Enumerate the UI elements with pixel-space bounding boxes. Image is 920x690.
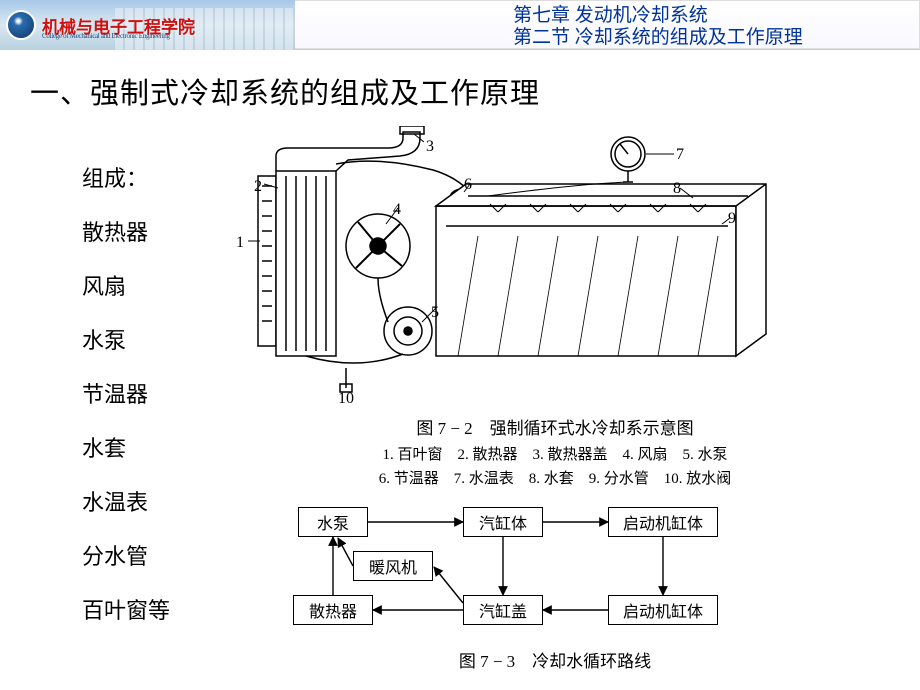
legend-line: 1. 百叶窗 2. 散热器 3. 散热器盖 4. 风扇 5. 水泵 (382, 447, 727, 463)
list-item: 分水管 (82, 530, 190, 584)
section-title: 一、强制式冷却系统的组成及工作原理 (30, 70, 920, 112)
flow-node-pump: 水泵 (298, 507, 368, 537)
callout-number: 10 (338, 390, 354, 408)
chapter-heading: 第七章 发动机冷却系统 第二节 冷却系统的组成及工作原理 (295, 0, 920, 49)
figure-7-2-legend: 1. 百叶窗 2. 散热器 3. 散热器盖 4. 风扇 5. 水泵 6. 节温器… (190, 443, 920, 491)
flow-node-cylhead: 汽缸盖 (463, 595, 543, 625)
slide-header: 机械与电子工程学院 College of Mechanical and Elec… (0, 0, 920, 50)
components-label: 组成： (82, 152, 190, 206)
figure-7-2-caption: 图 7 − 2 强制循环式水冷却系示意图 (190, 414, 920, 439)
list-item: 水泵 (82, 314, 190, 368)
flow-node-heater: 暖风机 (353, 551, 433, 581)
callout-number: 7 (676, 146, 684, 164)
flow-node-startblock: 启动机缸体 (608, 507, 718, 537)
flow-node-cylblock: 汽缸体 (463, 507, 543, 537)
institute-name-en: College of Mechanical and Electronic Eng… (42, 32, 170, 40)
callout-number: 5 (431, 304, 439, 322)
list-item: 百叶窗等 (82, 584, 190, 638)
flow-node-radiator: 散热器 (293, 595, 373, 625)
list-item: 风扇 (82, 260, 190, 314)
section-line: 第二节 冷却系统的组成及工作原理 (513, 27, 919, 49)
components-list: 组成： 散热器 风扇 水泵 节温器 水套 水温表 分水管 百叶窗等 (0, 118, 190, 672)
callout-number: 3 (426, 138, 434, 156)
chapter-line: 第七章 发动机冷却系统 (513, 5, 919, 27)
content-row: 组成： 散热器 风扇 水泵 节温器 水套 水温表 分水管 百叶窗等 (0, 118, 920, 672)
figures-column: 1 2 3 4 5 6 7 8 9 10 图 7 − 2 强制循环式水冷却系示意图 1. 百叶窗 … (190, 118, 920, 672)
figure-7-3-caption: 图 7 − 3 冷却水循环路线 (190, 647, 920, 672)
legend-line: 6. 节温器 7. 水温表 8. 水套 9. 分水管 10. 放水阀 (379, 471, 732, 487)
list-item: 水温表 (82, 476, 190, 530)
institute-seal-icon (6, 10, 36, 40)
figure-7-2: 1 2 3 4 5 6 7 8 9 10 (228, 126, 768, 406)
callout-number: 8 (673, 180, 681, 198)
callout-number: 4 (393, 201, 401, 219)
flow-node-starthead: 启动机缸体 (608, 595, 718, 625)
list-item: 散热器 (82, 206, 190, 260)
engine-cooling-diagram (228, 126, 768, 406)
callout-number: 2 (254, 178, 262, 196)
callout-number: 1 (236, 234, 244, 252)
institute-logo-area: 机械与电子工程学院 College of Mechanical and Elec… (0, 0, 295, 50)
list-item: 节温器 (82, 368, 190, 422)
figure-7-3: 水泵汽缸体启动机缸体暖风机散热器汽缸盖启动机缸体 (238, 501, 758, 641)
list-item: 水套 (82, 422, 190, 476)
callout-number: 9 (728, 210, 736, 228)
callout-number: 6 (464, 176, 472, 194)
